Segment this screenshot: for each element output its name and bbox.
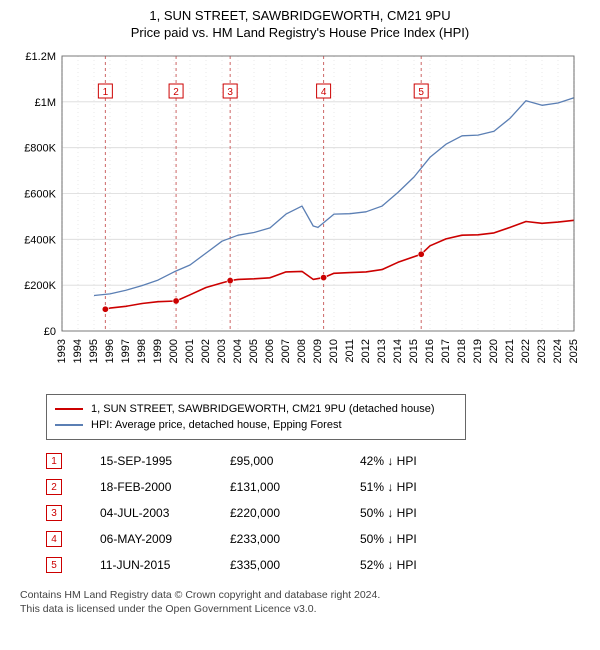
tx-price: £95,000: [230, 454, 360, 468]
svg-text:£200K: £200K: [24, 280, 56, 292]
tx-marker: 4: [46, 531, 62, 547]
tx-marker: 3: [46, 505, 62, 521]
tx-pct: 50% ↓ HPI: [360, 506, 520, 520]
chart-titles: 1, SUN STREET, SAWBRIDGEWORTH, CM21 9PU …: [14, 8, 586, 40]
svg-text:1999: 1999: [152, 339, 164, 363]
svg-text:5: 5: [418, 87, 424, 98]
svg-text:1993: 1993: [56, 339, 68, 363]
tx-date: 04-JUL-2003: [100, 506, 230, 520]
svg-text:4: 4: [321, 87, 327, 98]
svg-text:2004: 2004: [232, 339, 244, 363]
tx-pct: 51% ↓ HPI: [360, 480, 520, 494]
legend-label: HPI: Average price, detached house, Eppi…: [91, 419, 342, 431]
svg-text:2010: 2010: [328, 339, 340, 363]
chart-area: £0 £200K £400K £600K £800K £1M £1.2M 1993 1994 19…: [14, 46, 586, 386]
tx-marker: 1: [46, 453, 62, 469]
svg-text:1997: 1997: [120, 339, 132, 363]
svg-text:2019: 2019: [472, 339, 484, 363]
chart-legend: 1, SUN STREET, SAWBRIDGEWORTH, CM21 9PU …: [46, 394, 466, 440]
svg-text:2024: 2024: [552, 339, 564, 363]
svg-text:£1M: £1M: [35, 97, 56, 109]
svg-text:£0: £0: [44, 326, 56, 338]
tx-price: £335,000: [230, 558, 360, 572]
page-root: 1, SUN STREET, SAWBRIDGEWORTH, CM21 9PU …: [0, 0, 600, 624]
svg-text:2021: 2021: [504, 339, 516, 363]
tx-date: 18-FEB-2000: [100, 480, 230, 494]
svg-text:£1.2M: £1.2M: [25, 51, 56, 63]
table-row: 2 18-FEB-2000£131,00051% ↓ HPI: [46, 474, 566, 500]
tx-date: 06-MAY-2009: [100, 532, 230, 546]
svg-text:2009: 2009: [312, 339, 324, 363]
tx-date: 15-SEP-1995: [100, 454, 230, 468]
legend-row: HPI: Average price, detached house, Eppi…: [55, 417, 457, 433]
tx-price: £233,000: [230, 532, 360, 546]
svg-text:2005: 2005: [248, 339, 260, 363]
tx-marker: 5: [46, 557, 62, 573]
svg-text:£800K: £800K: [24, 143, 56, 155]
table-row: 5 11-JUN-2015£335,00052% ↓ HPI: [46, 552, 566, 578]
svg-text:2015: 2015: [408, 339, 420, 363]
svg-text:1: 1: [103, 87, 109, 98]
price-chart: £0 £200K £400K £600K £800K £1M £1.2M 1993 1994 19…: [14, 46, 586, 386]
svg-text:£400K: £400K: [24, 234, 56, 246]
svg-text:2007: 2007: [280, 339, 292, 363]
svg-text:2006: 2006: [264, 339, 276, 363]
svg-text:2020: 2020: [488, 339, 500, 363]
table-row: 4 06-MAY-2009£233,00050% ↓ HPI: [46, 526, 566, 552]
footer-line-2: This data is licensed under the Open Gov…: [20, 602, 586, 616]
svg-text:1996: 1996: [104, 339, 116, 363]
tx-pct: 52% ↓ HPI: [360, 558, 520, 572]
svg-text:2025: 2025: [568, 339, 580, 363]
svg-text:1994: 1994: [72, 339, 84, 363]
svg-text:2016: 2016: [424, 339, 436, 363]
svg-text:2023: 2023: [536, 339, 548, 363]
svg-text:2014: 2014: [392, 339, 404, 363]
svg-text:2: 2: [173, 87, 179, 98]
footer-notice: Contains HM Land Registry data © Crown c…: [20, 588, 586, 616]
tx-pct: 50% ↓ HPI: [360, 532, 520, 546]
title-subtitle: Price paid vs. HM Land Registry's House …: [14, 25, 586, 40]
svg-text:2017: 2017: [440, 339, 452, 363]
legend-row: 1, SUN STREET, SAWBRIDGEWORTH, CM21 9PU …: [55, 401, 457, 417]
svg-text:3: 3: [227, 87, 233, 98]
svg-text:2003: 2003: [216, 339, 228, 363]
svg-text:2001: 2001: [184, 339, 196, 363]
legend-swatch: [55, 408, 83, 410]
svg-text:2018: 2018: [456, 339, 468, 363]
tx-marker: 2: [46, 479, 62, 495]
svg-text:2011: 2011: [344, 339, 356, 363]
transaction-table: 1 15-SEP-1995£95,00042% ↓ HPI 2 18-FEB-2000…: [46, 448, 566, 578]
svg-text:2012: 2012: [360, 339, 372, 363]
svg-text:2013: 2013: [376, 339, 388, 363]
svg-text:2008: 2008: [296, 339, 308, 363]
title-address: 1, SUN STREET, SAWBRIDGEWORTH, CM21 9PU: [14, 8, 586, 23]
table-row: 1 15-SEP-1995£95,00042% ↓ HPI: [46, 448, 566, 474]
svg-text:2022: 2022: [520, 339, 532, 363]
tx-price: £131,000: [230, 480, 360, 494]
tx-price: £220,000: [230, 506, 360, 520]
tx-pct: 42% ↓ HPI: [360, 454, 520, 468]
svg-text:2002: 2002: [200, 339, 212, 363]
legend-swatch: [55, 424, 83, 426]
svg-text:1995: 1995: [88, 339, 100, 363]
footer-line-1: Contains HM Land Registry data © Crown c…: [20, 588, 586, 602]
svg-text:£600K: £600K: [24, 189, 56, 201]
svg-text:2000: 2000: [168, 339, 180, 363]
svg-text:1998: 1998: [136, 339, 148, 363]
legend-label: 1, SUN STREET, SAWBRIDGEWORTH, CM21 9PU …: [91, 403, 435, 415]
tx-date: 11-JUN-2015: [100, 558, 230, 572]
table-row: 3 04-JUL-2003£220,00050% ↓ HPI: [46, 500, 566, 526]
